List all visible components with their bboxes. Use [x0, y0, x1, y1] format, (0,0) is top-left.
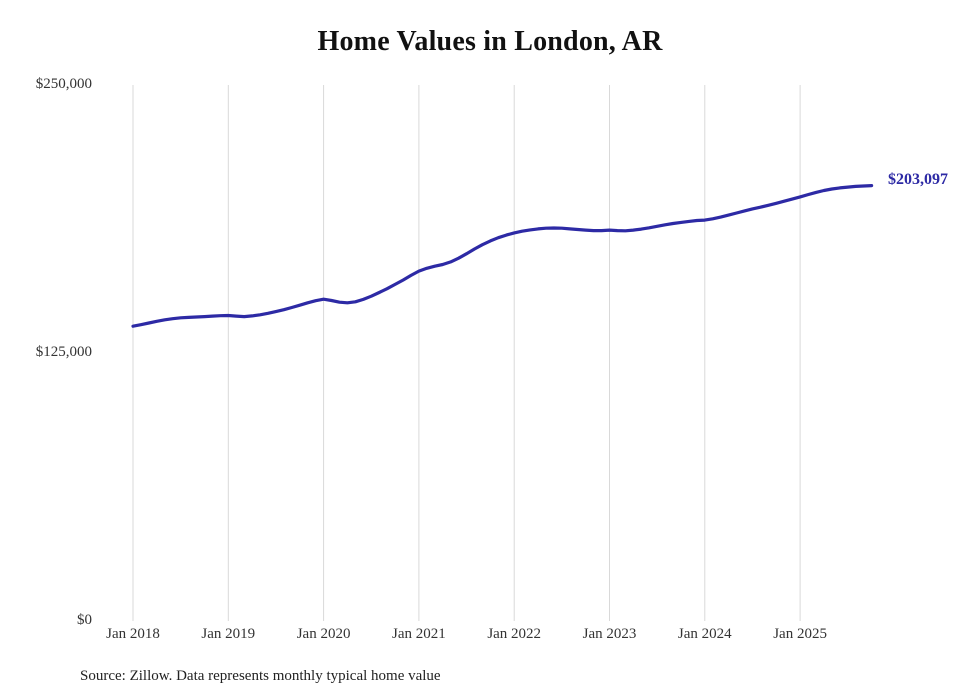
- x-axis-label-2021: Jan 2021: [392, 626, 446, 642]
- chart-title: Home Values in London, AR: [317, 26, 663, 57]
- x-axis-label-2024: Jan 2024: [677, 626, 732, 642]
- source-note: Source: Zillow. Data represents monthly …: [80, 668, 441, 684]
- x-axis-label-2022: Jan 2022: [487, 626, 542, 642]
- x-axis-label-2018: Jan 2018: [106, 626, 160, 642]
- y-axis-label-125k: $125,000: [35, 344, 92, 360]
- x-axis-label-2025: Jan 2025: [773, 626, 827, 642]
- latest-value-label: $203,097: [888, 171, 948, 188]
- y-axis-label-0: $0: [77, 612, 92, 628]
- x-axis-label-2023: Jan 2023: [582, 626, 637, 642]
- x-axis-label-2020: Jan 2020: [296, 626, 351, 642]
- home-value-line-series: [131, 184, 874, 328]
- x-axis-label-2019: Jan 2019: [201, 626, 256, 642]
- y-axis-label-250k: $250,000: [35, 76, 92, 92]
